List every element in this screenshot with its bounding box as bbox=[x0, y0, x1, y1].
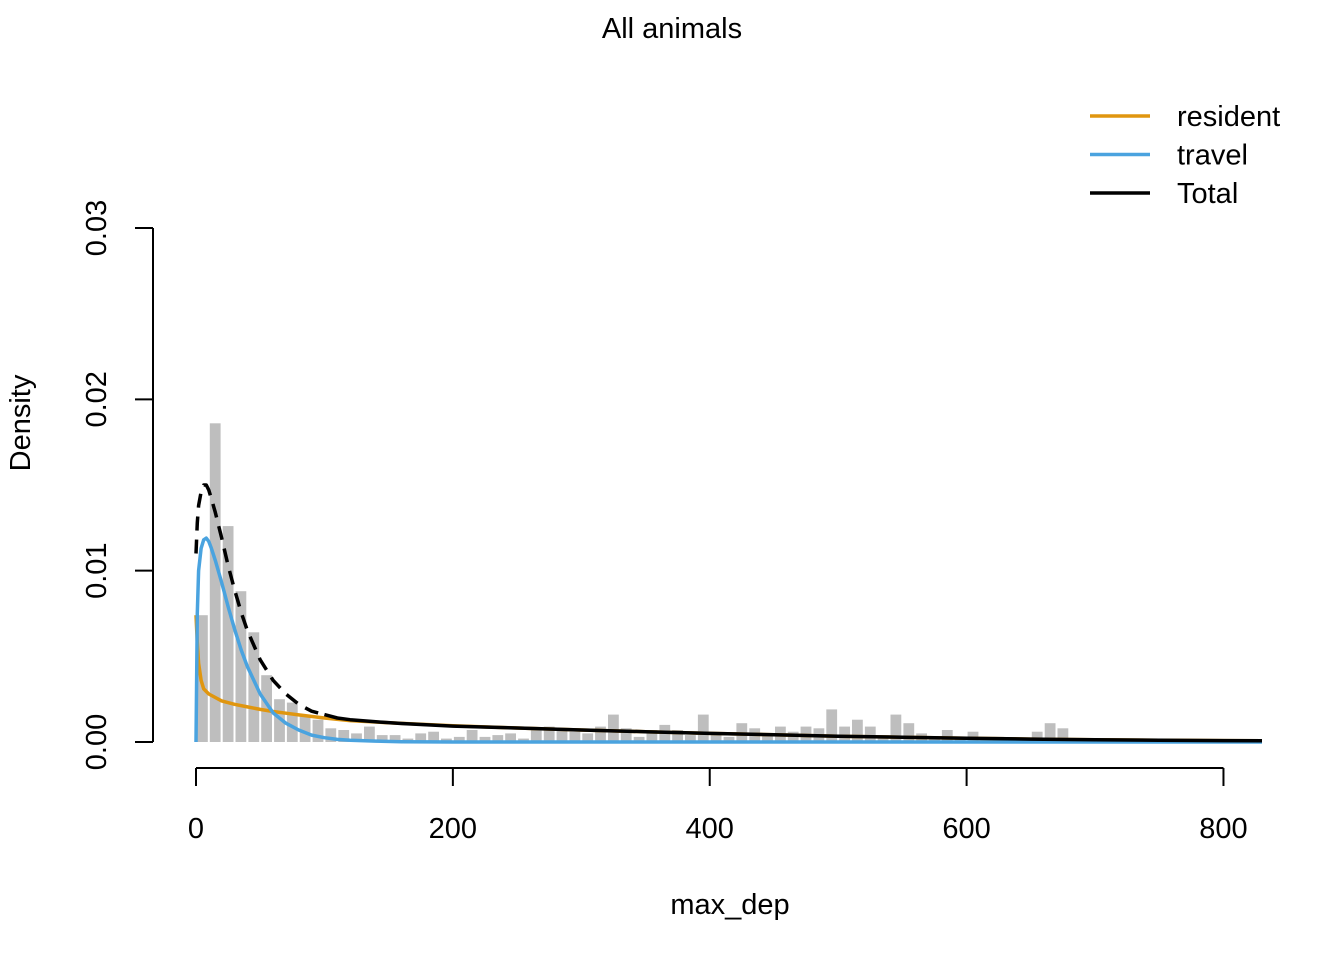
y-axis: 0.00 0.01 0.02 0.03 bbox=[81, 200, 154, 770]
histogram-bar bbox=[222, 526, 234, 742]
histogram-bar bbox=[466, 730, 478, 742]
histogram-bar bbox=[608, 714, 619, 742]
histogram-bar bbox=[286, 702, 298, 742]
histogram-bar bbox=[890, 714, 902, 742]
total-density-curve-dashed bbox=[194, 483, 325, 717]
histogram-bar bbox=[209, 423, 221, 742]
histogram-bar bbox=[633, 736, 645, 742]
histogram-bar bbox=[864, 726, 876, 742]
legend-label-travel: travel bbox=[1177, 140, 1248, 172]
histogram-bar bbox=[492, 735, 504, 742]
histogram-bar bbox=[325, 728, 337, 742]
histogram-bar bbox=[1057, 728, 1069, 742]
legend: resident travel Total bbox=[1090, 101, 1280, 210]
histogram-bar bbox=[248, 632, 260, 742]
total-density-curve bbox=[323, 712, 1263, 743]
histogram-bar bbox=[877, 736, 889, 742]
histogram-bar bbox=[710, 733, 722, 742]
histogram-bar bbox=[762, 733, 773, 742]
histogram-bar bbox=[453, 736, 465, 742]
histogram-bar bbox=[415, 733, 427, 742]
legend-label-resident: resident bbox=[1177, 101, 1280, 133]
histogram-bar bbox=[685, 735, 696, 742]
histogram-bar bbox=[235, 591, 247, 742]
histogram-bar bbox=[364, 726, 375, 742]
x-axis: 0 200 400 600 800 bbox=[188, 767, 1248, 845]
legend-label-total: Total bbox=[1177, 178, 1238, 210]
histogram-bar bbox=[389, 735, 401, 742]
chart-title: All animals bbox=[602, 13, 742, 45]
density-curves bbox=[194, 483, 1263, 744]
histogram-bar bbox=[338, 730, 350, 742]
histogram-bar bbox=[723, 736, 735, 742]
histogram-bar bbox=[428, 731, 439, 742]
travel-density-curve bbox=[194, 536, 1262, 744]
x-tick-label: 200 bbox=[429, 813, 477, 845]
y-tick-label: 0.00 bbox=[81, 714, 113, 770]
histogram-bar bbox=[569, 731, 581, 742]
histogram-bar bbox=[620, 728, 632, 742]
x-axis-label: max_dep bbox=[670, 889, 789, 921]
x-tick-label: 600 bbox=[942, 813, 990, 845]
histogram-bar bbox=[505, 733, 516, 742]
x-tick-label: 0 bbox=[188, 813, 204, 845]
histogram-bar bbox=[1031, 731, 1043, 742]
x-tick-label: 800 bbox=[1199, 813, 1247, 845]
x-tick-label: 400 bbox=[686, 813, 734, 845]
histogram-bar bbox=[351, 733, 362, 742]
histogram-bar bbox=[556, 730, 568, 742]
histogram-bar bbox=[672, 730, 683, 742]
histogram-bar bbox=[852, 719, 863, 742]
histogram-bar bbox=[595, 726, 606, 742]
histogram-bar bbox=[274, 699, 285, 742]
y-tick-label: 0.02 bbox=[81, 371, 113, 427]
histogram-bar bbox=[312, 719, 324, 742]
histogram-bar bbox=[1044, 723, 1056, 742]
y-axis-label: Density bbox=[5, 374, 37, 471]
histogram-bar bbox=[261, 675, 272, 742]
histogram-bar bbox=[903, 723, 915, 742]
histogram-bar bbox=[299, 714, 311, 742]
y-tick-label: 0.03 bbox=[81, 200, 113, 256]
y-tick-label: 0.01 bbox=[81, 542, 113, 598]
histogram-bar bbox=[582, 733, 594, 742]
histogram-bar bbox=[376, 735, 388, 742]
histogram-bar bbox=[479, 736, 491, 742]
histogram-bar bbox=[646, 730, 658, 742]
histogram-bar bbox=[839, 726, 850, 742]
histogram-bar bbox=[697, 714, 709, 742]
histogram-bar bbox=[941, 730, 953, 742]
histogram-bar bbox=[530, 728, 542, 742]
histogram-bar bbox=[543, 726, 555, 742]
histogram-bar bbox=[826, 709, 838, 742]
